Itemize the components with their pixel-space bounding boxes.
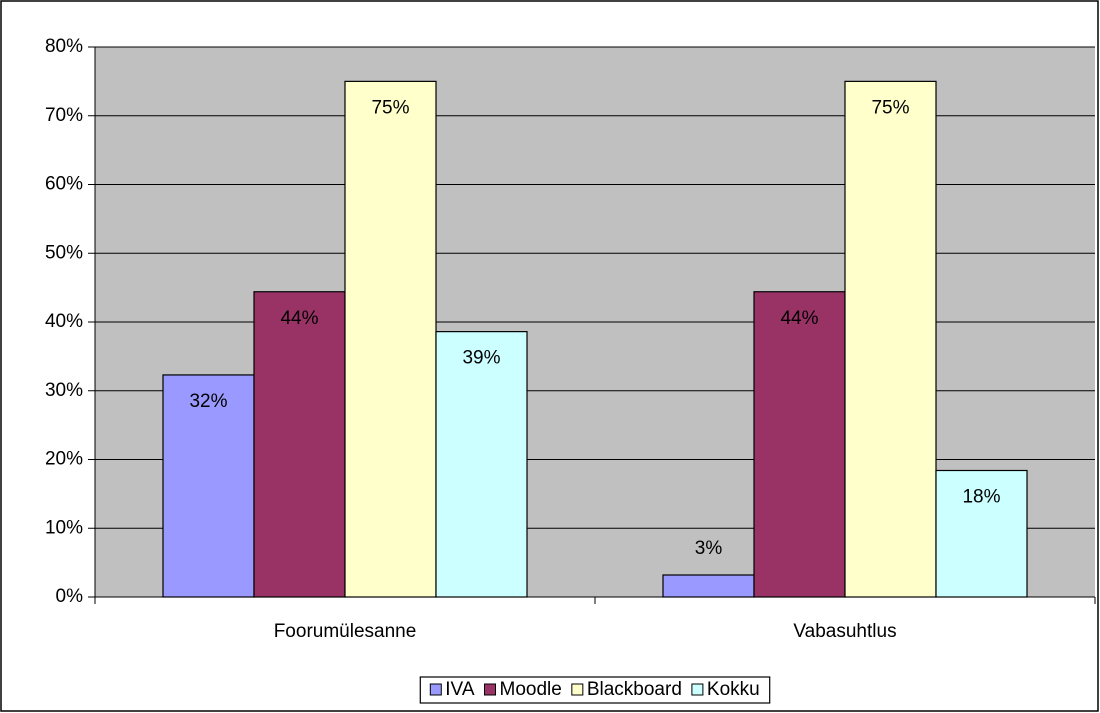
bar — [935, 469, 1028, 598]
y-tick-label: 70% — [45, 105, 83, 126]
legend-key — [484, 683, 497, 696]
bar — [844, 80, 937, 598]
data-label: 75% — [871, 97, 909, 118]
y-tick-label: 20% — [45, 449, 83, 470]
bar — [435, 331, 528, 598]
y-tick-label: 40% — [45, 311, 83, 332]
x-tick-label: Vabasuhtlus — [793, 621, 896, 642]
y-tick-label: 10% — [45, 517, 83, 538]
legend: IVA Moodle Blackboard Kokku — [419, 676, 771, 704]
data-label: 75% — [371, 97, 409, 118]
bar — [753, 291, 846, 598]
data-label: 3% — [695, 538, 723, 559]
x-tick-label: Foorumülesanne — [274, 621, 417, 642]
data-label: 44% — [780, 308, 818, 329]
y-tick-label: 30% — [45, 380, 83, 401]
y-tick-label: 0% — [56, 586, 84, 607]
y-tick-label: 60% — [45, 174, 83, 195]
legend-label: IVA — [445, 679, 475, 700]
bar — [344, 80, 437, 598]
data-label: 39% — [462, 348, 500, 369]
legend-label: Moodle — [500, 679, 562, 700]
bar — [662, 574, 755, 598]
legend-box — [419, 676, 771, 704]
y-tick-label: 50% — [45, 242, 83, 263]
legend-key — [571, 683, 584, 696]
legend-key — [691, 683, 704, 696]
legend-key — [429, 683, 442, 696]
y-tick-label: 80% — [45, 36, 83, 57]
data-label: 32% — [189, 391, 227, 412]
data-label: 44% — [280, 308, 318, 329]
legend-label: Kokku — [707, 679, 760, 700]
data-label: 18% — [962, 487, 1000, 508]
bar — [253, 291, 346, 598]
legend-label: Blackboard — [587, 679, 682, 700]
